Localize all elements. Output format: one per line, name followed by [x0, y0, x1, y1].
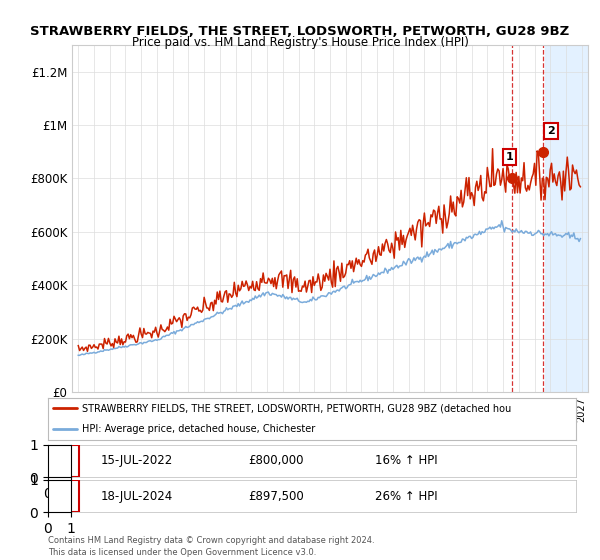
Text: 1: 1 — [505, 152, 513, 162]
FancyBboxPatch shape — [48, 480, 79, 512]
Text: 15-JUL-2022: 15-JUL-2022 — [101, 454, 173, 468]
Text: 26% ↑ HPI: 26% ↑ HPI — [376, 489, 438, 503]
Text: STRAWBERRY FIELDS, THE STREET, LODSWORTH, PETWORTH, GU28 9BZ: STRAWBERRY FIELDS, THE STREET, LODSWORTH… — [31, 25, 569, 38]
Text: Price paid vs. HM Land Registry's House Price Index (HPI): Price paid vs. HM Land Registry's House … — [131, 36, 469, 49]
FancyBboxPatch shape — [48, 445, 79, 477]
Text: £800,000: £800,000 — [248, 454, 304, 468]
Text: 1: 1 — [59, 454, 68, 468]
Text: 2: 2 — [59, 489, 68, 503]
Bar — [545, 45, 590, 392]
Text: Contains HM Land Registry data © Crown copyright and database right 2024.
This d: Contains HM Land Registry data © Crown c… — [48, 536, 374, 557]
Text: STRAWBERRY FIELDS, THE STREET, LODSWORTH, PETWORTH, GU28 9BZ (detached hou: STRAWBERRY FIELDS, THE STREET, LODSWORTH… — [82, 403, 512, 413]
Text: 2: 2 — [547, 126, 555, 136]
Text: 16% ↑ HPI: 16% ↑ HPI — [376, 454, 438, 468]
Text: £897,500: £897,500 — [248, 489, 304, 503]
Text: 18-JUL-2024: 18-JUL-2024 — [101, 489, 173, 503]
Text: HPI: Average price, detached house, Chichester: HPI: Average price, detached house, Chic… — [82, 424, 316, 434]
